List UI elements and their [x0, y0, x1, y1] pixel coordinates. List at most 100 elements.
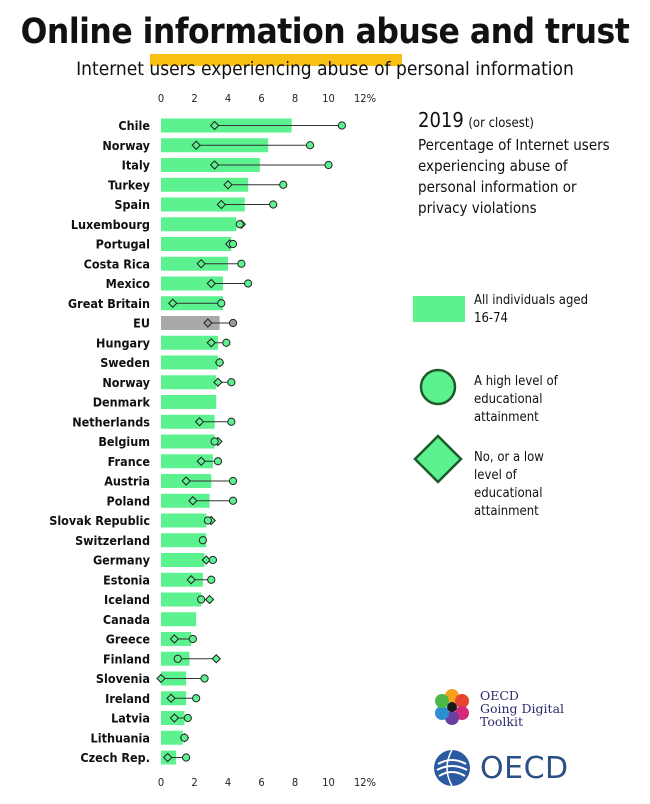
high-education-circle	[337, 121, 346, 130]
x-tick-label-top: 8	[292, 92, 298, 105]
low-education-diamond	[188, 496, 198, 506]
low-education-diamond	[166, 693, 176, 703]
bar	[161, 335, 218, 350]
high-education-circle	[244, 279, 253, 288]
high-education-circle	[222, 338, 231, 347]
category-label: Chile	[118, 118, 150, 133]
low-education-diamond	[169, 713, 180, 723]
category-label: Slovak Republic	[49, 513, 150, 528]
high-education-circle	[227, 378, 236, 387]
category-label: Switzerland	[75, 533, 150, 548]
high-education-circle	[173, 654, 182, 663]
high-education-circle	[208, 555, 218, 565]
low-education-diamond	[181, 476, 191, 486]
x-tick-label-bottom: 12%	[354, 776, 376, 789]
x-tick-label-bottom: 8	[292, 776, 298, 789]
chart-subtitle: Internet users experiencing abuse of per…	[76, 58, 574, 80]
high-education-circle	[203, 516, 212, 525]
low-education-diamond	[204, 594, 215, 605]
bar	[161, 454, 213, 469]
category-label: Denmark	[93, 395, 151, 410]
category-label: Netherlands	[72, 414, 150, 429]
legend-bar-label: All individuals aged 16-74	[474, 293, 589, 326]
bar	[161, 177, 249, 192]
category-label: Austria	[104, 474, 150, 489]
category-label: Ireland	[105, 691, 150, 706]
high-education-circle	[269, 200, 278, 209]
x-tick-label-top: 4	[225, 92, 231, 105]
oecd-logo-text: OECD	[480, 751, 569, 786]
going-digital-logo-text: OECD Going Digital Toolkit	[480, 688, 565, 729]
category-label: Latvia	[111, 711, 150, 726]
legend-diamond-label: No, or a low level of educational attain…	[474, 450, 544, 519]
bar	[161, 434, 215, 449]
category-label: EU	[133, 316, 150, 331]
low-education-diamond	[211, 654, 221, 664]
low-education-diamond	[206, 278, 216, 289]
bar	[161, 493, 210, 508]
low-education-diamond	[209, 120, 220, 131]
bar	[161, 533, 207, 548]
low-education-diamond	[196, 456, 206, 466]
category-label: Czech Rep.	[80, 750, 150, 765]
high-education-circle	[235, 220, 244, 229]
going-digital-logo: OECD Going Digital Toolkit	[432, 687, 582, 729]
legend-circle-label: A high level of educational attainment	[474, 374, 558, 425]
bar	[161, 355, 218, 370]
high-education-circle	[324, 160, 333, 170]
category-label: Sweden	[100, 355, 150, 370]
bar	[161, 375, 217, 390]
high-education-circle	[207, 575, 216, 584]
low-education-diamond	[206, 338, 216, 348]
high-education-circle	[183, 713, 192, 723]
category-label: Slovenia	[96, 671, 150, 686]
low-education-diamond	[201, 555, 211, 565]
high-education-circle	[182, 753, 191, 762]
chart-title: Online information abuse and trust	[0, 12, 650, 66]
high-education-circle	[305, 141, 315, 150]
x-tick-label-top: 0	[158, 92, 164, 105]
bar	[161, 395, 217, 409]
low-education-diamond	[194, 417, 205, 427]
high-education-circle	[279, 180, 288, 189]
bar	[161, 553, 205, 567]
high-education-circle	[213, 457, 223, 466]
bar	[161, 256, 228, 271]
category-label: Norway	[102, 138, 150, 153]
category-label: Iceland	[104, 592, 150, 607]
category-label: Spain	[114, 197, 150, 212]
high-education-circle	[192, 694, 201, 703]
low-education-diamond	[213, 377, 223, 387]
low-education-diamond	[156, 673, 166, 684]
category-label: Mexico	[106, 276, 151, 291]
low-education-diamond	[216, 199, 227, 210]
bar	[161, 572, 203, 587]
high-education-circle	[215, 358, 224, 367]
category-label: Luxembourg	[71, 217, 150, 232]
oecd-globe-icon	[434, 749, 470, 787]
high-education-circle	[188, 634, 197, 644]
category-label: Great Britain	[68, 296, 150, 311]
low-education-diamond	[209, 160, 220, 170]
low-education-diamond	[223, 180, 233, 190]
x-tick-label-bottom: 6	[258, 776, 264, 789]
x-tick-label-bottom: 10	[322, 776, 335, 789]
bar	[161, 237, 232, 251]
high-education-circle	[180, 733, 189, 742]
high-education-circle	[237, 259, 246, 268]
category-label: Estonia	[103, 572, 150, 587]
high-education-circle	[228, 318, 238, 328]
low-education-diamond	[169, 634, 180, 644]
category-label: Poland	[107, 493, 150, 508]
category-label: Costa Rica	[84, 256, 150, 271]
bar	[161, 217, 237, 232]
high-education-circle	[228, 496, 238, 505]
bar	[161, 197, 245, 212]
category-label: Portugal	[96, 237, 150, 252]
category-label: Italy	[122, 158, 151, 173]
high-education-circle	[227, 417, 236, 426]
info-panel: 2019 (or closest) Percentage of Internet…	[418, 108, 618, 219]
info-year-note: (or closest)	[468, 116, 534, 131]
x-tick-label-bottom: 0	[158, 776, 164, 789]
